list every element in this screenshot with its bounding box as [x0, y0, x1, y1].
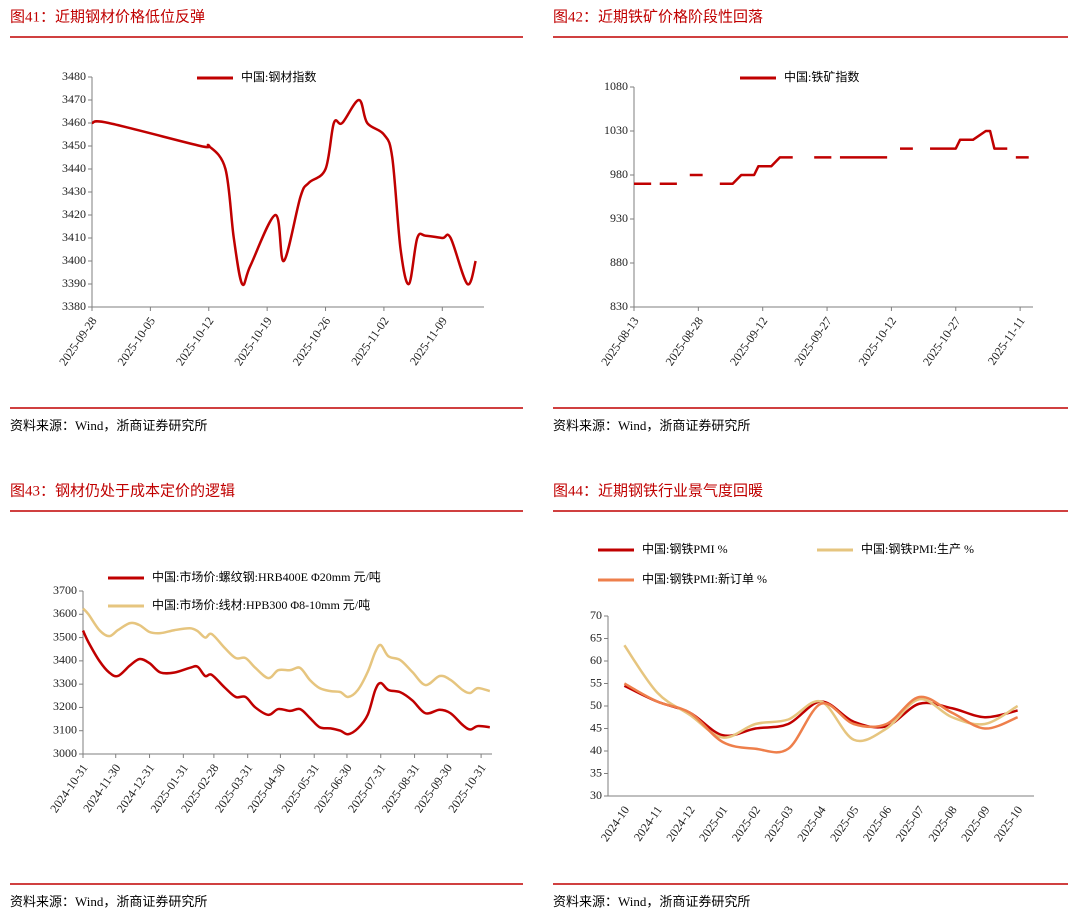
y-tick-label: 65	[590, 630, 602, 644]
x-tick-label: 2025-10-19	[231, 314, 275, 368]
x-tick-label: 2025-10-12	[856, 314, 900, 368]
x-tick-label: 2025-10-05	[115, 314, 159, 368]
source-note: 资料来源：Wind，浙商证券研究所	[553, 894, 750, 909]
series-line	[91, 98, 477, 287]
y-tick-label: 3390	[62, 276, 86, 290]
source-note: 资料来源：Wind，浙商证券研究所	[10, 418, 207, 433]
x-tick-label: 2025-04	[794, 803, 828, 844]
x-tick-label: 2024-12	[663, 803, 697, 844]
y-tick-label: 45	[590, 720, 602, 734]
x-tick-label: 2024-11	[631, 803, 665, 843]
y-tick-label: 830	[610, 299, 628, 313]
x-tick-label: 2024-10	[598, 803, 632, 844]
y-tick-label: 3400	[62, 253, 86, 267]
x-tick-label: 2025-11-09	[407, 314, 450, 368]
y-tick-label: 3480	[62, 69, 86, 83]
x-tick-label: 2025-10-12	[173, 314, 217, 368]
y-tick-label: 3500	[53, 629, 77, 643]
y-tick-label: 3450	[62, 138, 86, 152]
y-tick-label: 55	[590, 675, 602, 689]
x-tick-label: 2025-06	[860, 803, 894, 844]
y-tick-label: 3300	[53, 676, 77, 690]
y-tick-label: 3100	[53, 722, 77, 736]
series-line	[634, 129, 1029, 186]
x-tick-label: 2025-10-26	[290, 314, 334, 368]
x-tick-label: 2025-09-27	[791, 314, 835, 368]
x-tick-label: 2025-01	[696, 803, 730, 844]
y-tick-label: 3460	[62, 115, 86, 129]
y-tick-label: 30	[590, 788, 602, 802]
x-tick-label: 2025-10	[991, 803, 1025, 844]
y-tick-label: 35	[590, 765, 602, 779]
source-note: 资料来源：Wind，浙商证券研究所	[553, 418, 750, 433]
legend-label: 中国:钢铁PMI:生产 %	[861, 541, 974, 556]
y-tick-label: 1080	[604, 79, 628, 93]
x-tick-label: 2025-03	[762, 803, 796, 844]
legend-label: 中国:市场价:线材:HPB300 Φ8-10mm 元/吨	[152, 597, 370, 612]
x-tick-label: 2025-09-28	[56, 314, 100, 368]
y-tick-label: 3400	[53, 653, 77, 667]
x-tick-label: 2025-08-28	[662, 314, 706, 368]
y-tick-label: 60	[590, 653, 602, 667]
x-tick-label: 2025-11-11	[985, 314, 1028, 367]
y-tick-label: 3440	[62, 161, 86, 175]
legend-label: 中国:钢铁PMI %	[642, 541, 728, 556]
y-tick-label: 70	[590, 608, 602, 622]
y-tick-label: 3380	[62, 299, 86, 313]
y-tick-label: 930	[610, 211, 628, 225]
series-line	[81, 630, 490, 736]
y-tick-label: 3700	[53, 583, 77, 597]
x-tick-label: 2025-02	[729, 803, 763, 844]
series-line	[623, 682, 1019, 754]
x-tick-label: 2025-07	[893, 803, 927, 844]
source-note: 资料来源：Wind，浙商证券研究所	[10, 894, 207, 909]
y-tick-label: 3430	[62, 184, 86, 198]
series-line	[82, 607, 491, 699]
panel-title: 图42：近期铁矿价格阶段性回落	[553, 8, 763, 25]
legend-label: 中国:市场价:螺纹钢:HRB400E Φ20mm 元/吨	[152, 569, 381, 584]
legend-label: 中国:铁矿指数	[784, 69, 859, 84]
x-tick-label: 2025-10-27	[920, 314, 964, 368]
y-tick-label: 3000	[53, 746, 77, 760]
x-tick-label: 2025-08-13	[598, 314, 642, 368]
x-tick-label: 2025-09	[958, 803, 992, 844]
y-tick-label: 3410	[62, 230, 86, 244]
legend-label: 中国:钢材指数	[241, 69, 316, 84]
y-tick-label: 40	[590, 743, 602, 757]
x-tick-label: 2025-05	[827, 803, 861, 844]
panel-title: 图44：近期钢铁行业景气度回暖	[553, 482, 763, 499]
y-tick-label: 1030	[604, 123, 628, 137]
x-tick-label: 2025-11-02	[348, 314, 391, 368]
y-tick-label: 3470	[62, 92, 86, 106]
legend-label: 中国:钢铁PMI:新订单 %	[642, 571, 767, 586]
panel-title: 图43：钢材仍处于成本定价的逻辑	[10, 482, 235, 499]
y-tick-label: 3600	[53, 606, 77, 620]
y-tick-label: 3200	[53, 699, 77, 713]
y-tick-label: 880	[610, 255, 628, 269]
x-tick-label: 2025-09-12	[727, 314, 771, 368]
y-tick-label: 50	[590, 698, 602, 712]
panel-title: 图41：近期钢材价格低位反弹	[10, 8, 205, 25]
x-tick-label: 2025-08	[925, 803, 959, 844]
series-line	[623, 644, 1019, 743]
y-tick-label: 980	[610, 167, 628, 181]
y-tick-label: 3420	[62, 207, 86, 221]
